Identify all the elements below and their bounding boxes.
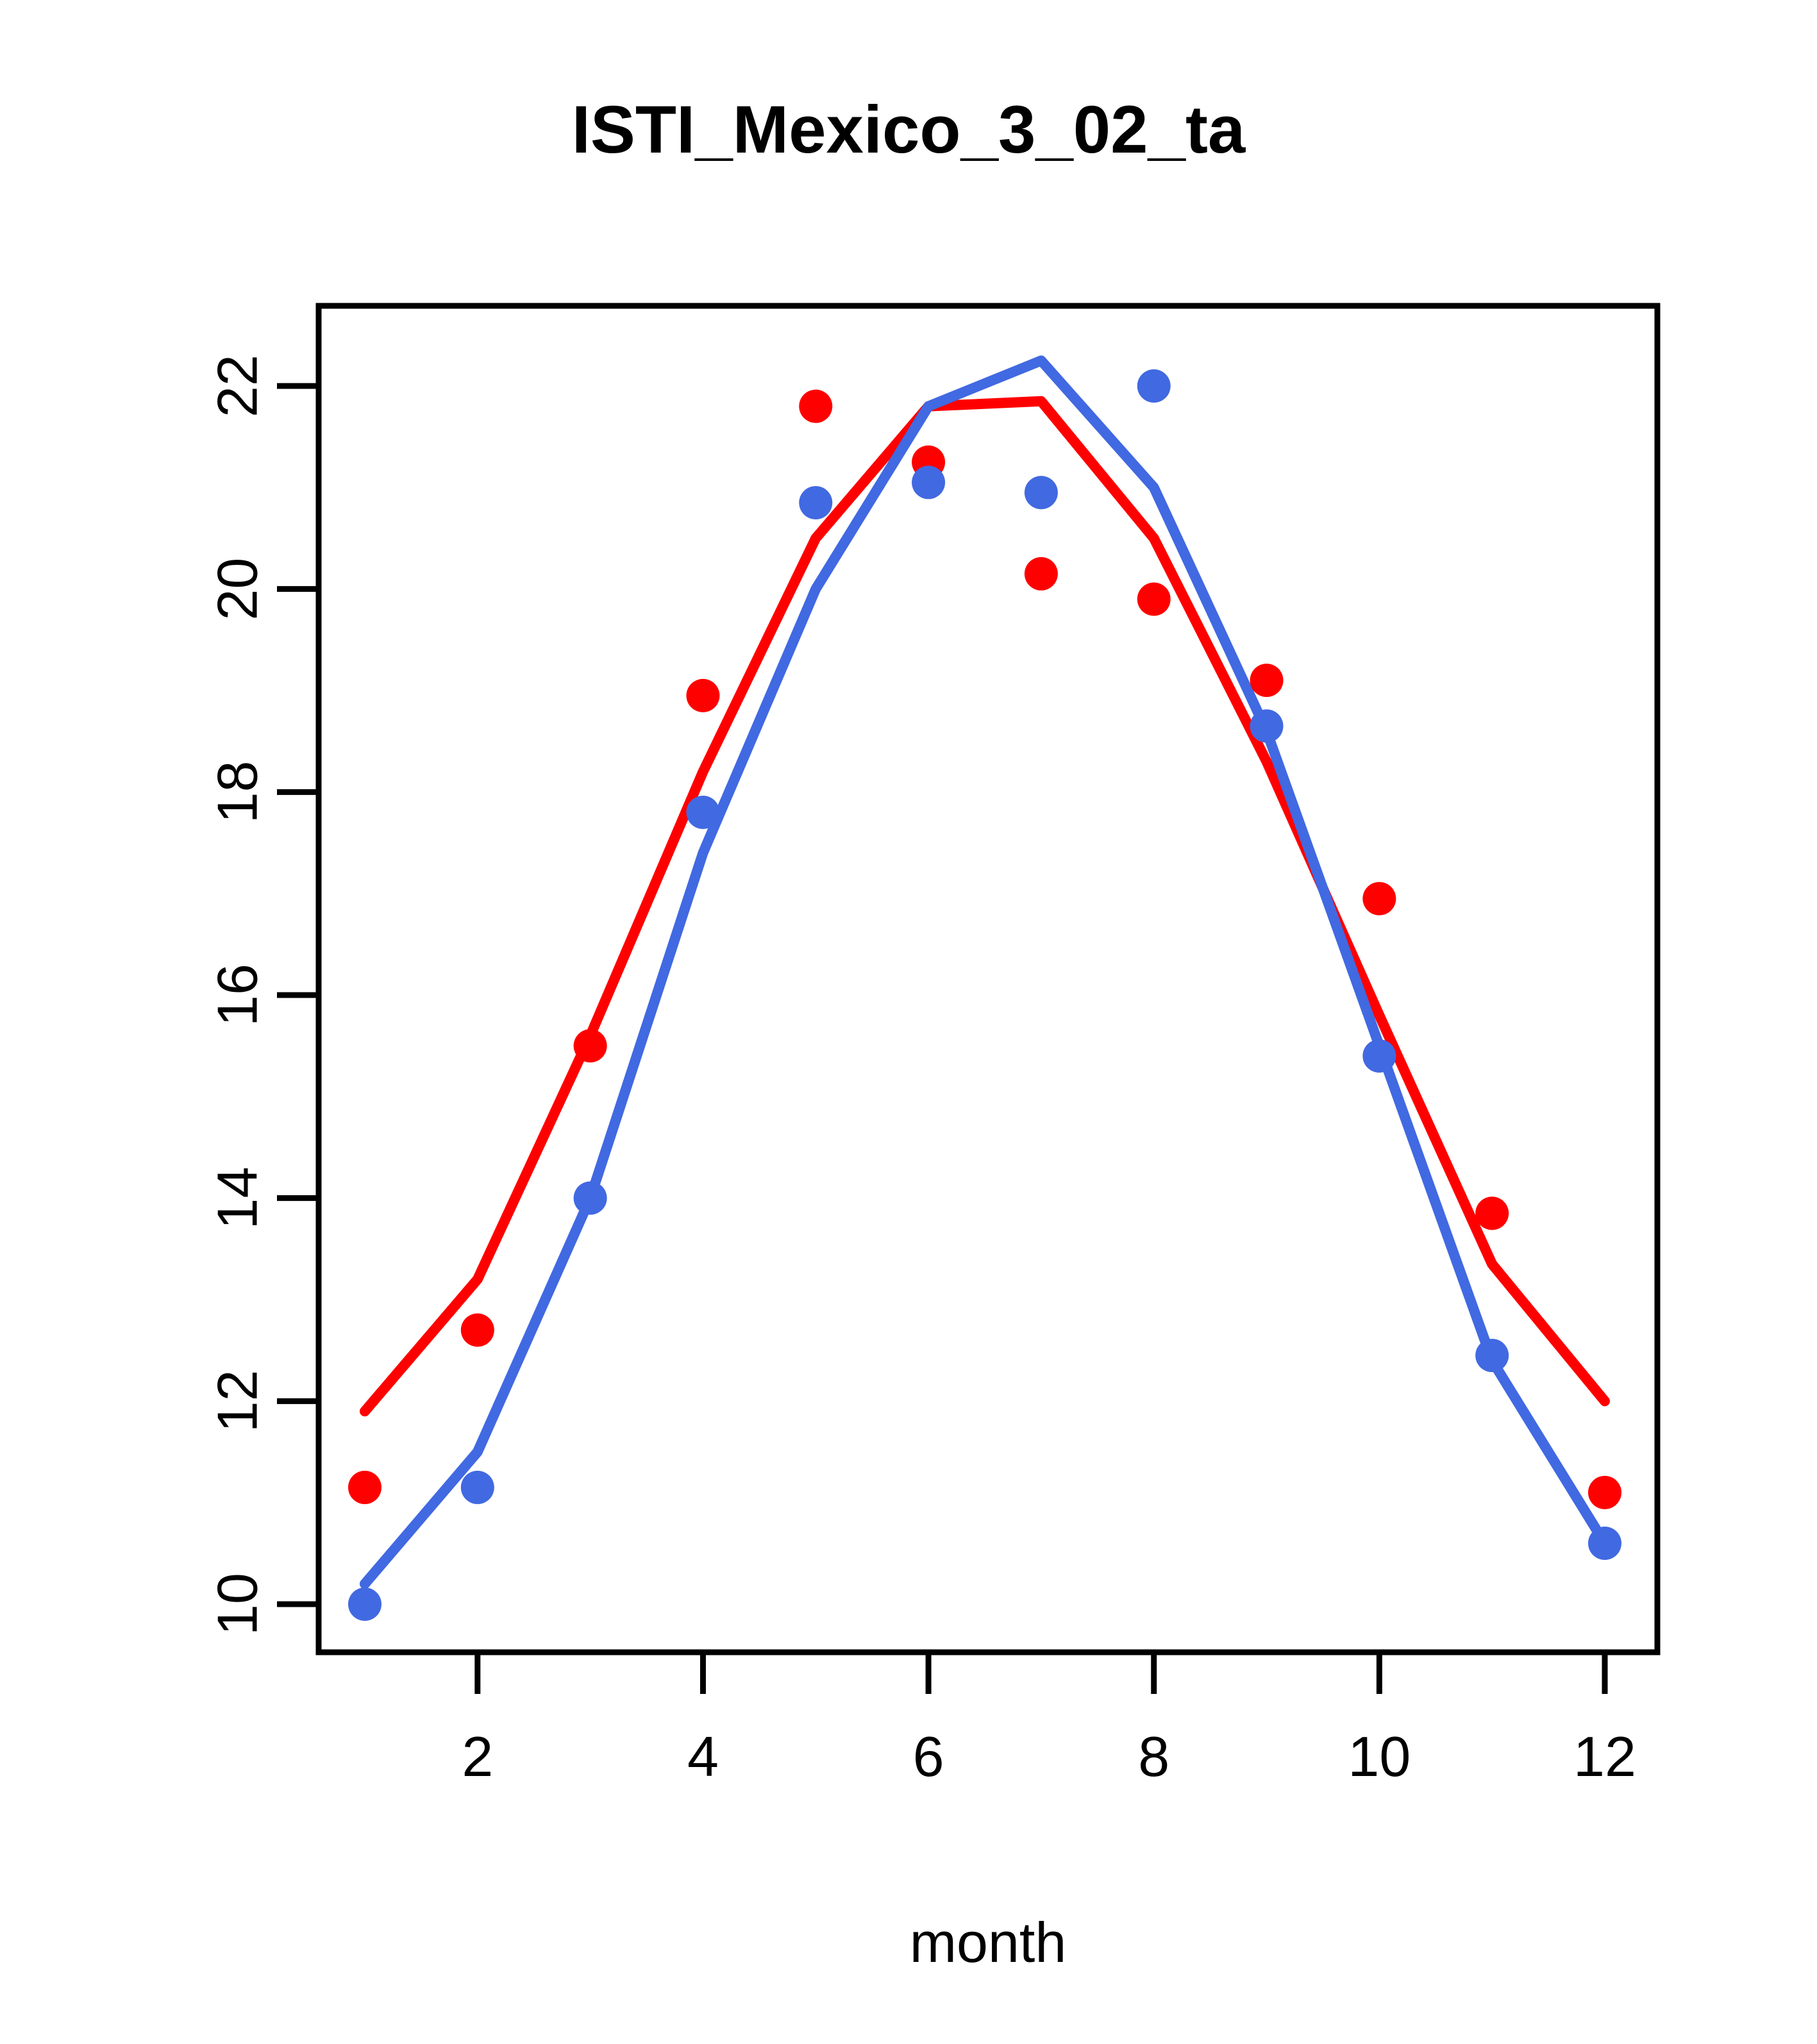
x-axis-tick-label: 6 [913,1725,944,1788]
y-axis-ticks [277,383,319,1607]
x-axis-ticks [474,1652,1608,1694]
data-point-blue-points [1362,1039,1396,1073]
x-axis-tick-label: 2 [462,1725,493,1788]
y-axis-tick-label: 22 [206,355,269,417]
y-axis-tick-labels: 10 12 14 16 18 20 22 [206,355,269,1636]
data-point-red-points [686,678,720,712]
data-point-blue-points [1137,369,1171,403]
y-axis-tick-label: 12 [206,1370,269,1432]
data-point-red-points [1024,557,1058,591]
data-point-blue-points [686,796,720,829]
data-series-points [348,369,1621,1621]
data-point-red-points [1250,664,1284,698]
plot-frame [315,303,1661,1655]
x-axis-tick-label: 12 [1573,1725,1636,1788]
data-point-blue-points [799,486,833,520]
data-point-blue-points [912,465,946,499]
series-line-red-line [360,396,1610,1417]
data-point-red-points [1137,582,1171,616]
data-point-red-points [460,1313,494,1347]
x-axis-tick-label: 10 [1348,1725,1411,1788]
data-point-red-points [1588,1475,1621,1509]
data-point-blue-points [460,1470,494,1504]
y-axis-tick-label: 10 [206,1573,269,1636]
data-point-red-points [348,1470,381,1504]
data-point-blue-points [1588,1527,1621,1560]
y-axis-tick-label: 14 [206,1167,269,1230]
y-axis-tick-label: 20 [206,558,269,621]
series-line-blue-line [360,355,1610,1589]
data-point-blue-points [1250,709,1284,743]
x-axis-tick-label: 4 [687,1725,719,1788]
y-axis-tick-label: 16 [206,964,269,1026]
x-axis-tick-label: 8 [1138,1725,1169,1788]
data-point-blue-points [1475,1339,1509,1373]
x-axis-label: month [910,1911,1067,1974]
data-series-lines [360,355,1610,1589]
data-point-blue-points [573,1181,607,1215]
data-point-blue-points [348,1587,381,1621]
plot-border [315,303,1661,1655]
data-point-red-points [573,1029,607,1063]
page-title: ISTI_Mexico_3_02_ta [571,92,1246,167]
data-point-blue-points [1024,476,1058,510]
x-axis-tick-labels: 2 4 6 8 10 12 [462,1725,1636,1788]
y-axis-tick-label: 18 [206,760,269,823]
data-point-red-points [1475,1196,1509,1230]
data-point-red-points [799,389,833,423]
data-point-red-points [1362,882,1396,916]
